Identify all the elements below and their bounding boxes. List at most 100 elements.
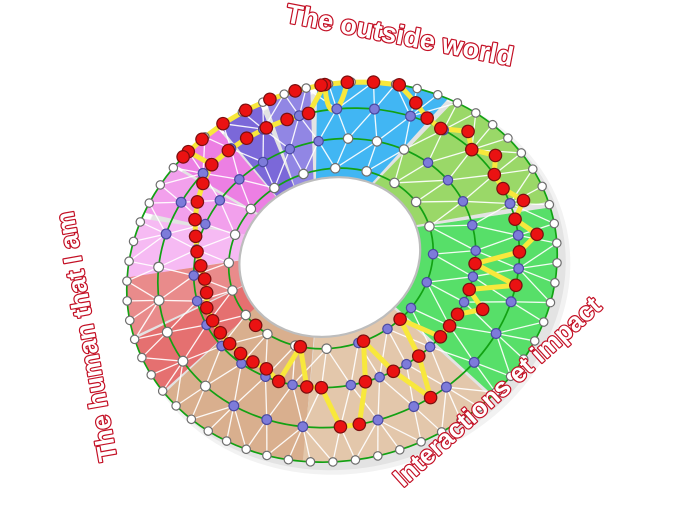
red-node[interactable]	[512, 244, 528, 260]
node-ring3[interactable]	[470, 245, 482, 257]
node-outer[interactable]	[516, 148, 527, 159]
node-outer[interactable]	[552, 258, 563, 269]
red-node[interactable]	[205, 313, 221, 329]
node-ring4[interactable]	[410, 196, 422, 208]
red-node[interactable]	[195, 176, 211, 192]
node-ring2[interactable]	[175, 196, 187, 208]
red-node[interactable]	[507, 211, 523, 227]
node-ring3[interactable]	[424, 341, 436, 353]
node-ring4[interactable]	[240, 309, 252, 321]
red-node[interactable]	[197, 271, 213, 287]
red-node[interactable]	[271, 374, 287, 390]
node-outer[interactable]	[241, 444, 252, 455]
node-ring2[interactable]	[504, 197, 516, 210]
node-ring3[interactable]	[257, 156, 269, 168]
node-outer[interactable]	[416, 437, 427, 448]
node-ring3[interactable]	[287, 379, 299, 391]
node-outer[interactable]	[490, 387, 501, 398]
node-ring2[interactable]	[177, 355, 189, 367]
node-outer[interactable]	[503, 133, 514, 144]
red-node[interactable]	[419, 110, 435, 126]
node-ring4[interactable]	[421, 276, 433, 288]
node-outer[interactable]	[529, 336, 540, 347]
node-outer[interactable]	[146, 370, 157, 381]
red-node[interactable]	[262, 91, 278, 107]
node-ring4[interactable]	[423, 221, 435, 233]
node-outer[interactable]	[470, 108, 481, 119]
red-node[interactable]	[467, 256, 483, 272]
node-ring4[interactable]	[389, 177, 401, 189]
red-node[interactable]	[212, 325, 228, 341]
node-ring4[interactable]	[223, 257, 235, 269]
node-ring2[interactable]	[161, 326, 173, 338]
node-outer[interactable]	[144, 198, 155, 209]
node-outer[interactable]	[171, 401, 182, 412]
node-outer[interactable]	[301, 83, 312, 94]
node-ring4[interactable]	[361, 165, 373, 177]
red-node[interactable]	[299, 379, 315, 395]
node-ring4[interactable]	[229, 229, 241, 241]
node-outer[interactable]	[505, 371, 516, 382]
node-ring3[interactable]	[188, 270, 200, 282]
node-ring3[interactable]	[345, 379, 357, 391]
red-node[interactable]	[187, 212, 203, 228]
node-outer[interactable]	[155, 180, 166, 191]
node-outer[interactable]	[203, 426, 214, 437]
node-outer[interactable]	[456, 415, 467, 426]
node-ring2[interactable]	[199, 380, 211, 392]
node-ring2[interactable]	[331, 103, 343, 115]
node-outer[interactable]	[394, 445, 405, 456]
red-node[interactable]	[333, 419, 349, 435]
node-outer[interactable]	[122, 276, 133, 287]
node-outer[interactable]	[412, 83, 423, 94]
node-outer[interactable]	[128, 236, 139, 247]
red-node[interactable]	[222, 336, 238, 352]
red-node[interactable]	[486, 167, 502, 183]
red-node[interactable]	[433, 121, 449, 137]
red-node[interactable]	[475, 302, 491, 318]
node-ring2[interactable]	[490, 327, 502, 339]
red-node[interactable]	[199, 285, 215, 301]
node-ring2[interactable]	[160, 228, 172, 240]
node-ring3[interactable]	[199, 218, 211, 230]
node-ring3[interactable]	[398, 144, 410, 156]
red-node[interactable]	[248, 318, 264, 334]
node-outer[interactable]	[545, 297, 556, 308]
node-outer[interactable]	[186, 414, 197, 425]
node-outer[interactable]	[552, 238, 563, 249]
node-ring3[interactable]	[467, 271, 479, 283]
node-ring4[interactable]	[261, 328, 273, 340]
red-node[interactable]	[516, 193, 532, 209]
node-outer[interactable]	[544, 199, 555, 210]
node-ring2[interactable]	[368, 103, 380, 115]
node-outer[interactable]	[550, 277, 561, 289]
node-outer[interactable]	[124, 256, 135, 267]
node-outer[interactable]	[474, 402, 485, 413]
node-outer[interactable]	[137, 352, 148, 363]
red-node[interactable]	[461, 282, 477, 298]
red-node[interactable]	[433, 329, 449, 345]
node-outer[interactable]	[283, 454, 294, 465]
red-node[interactable]	[411, 348, 427, 364]
node-outer[interactable]	[518, 354, 529, 365]
node-ring3[interactable]	[457, 195, 469, 207]
red-node[interactable]	[238, 102, 254, 118]
red-node[interactable]	[386, 363, 402, 379]
node-ring3[interactable]	[214, 194, 226, 206]
red-node[interactable]	[189, 244, 205, 260]
node-ring3[interactable]	[313, 135, 325, 147]
red-node[interactable]	[259, 120, 275, 136]
node-outer[interactable]	[538, 317, 549, 328]
red-node[interactable]	[221, 143, 237, 159]
red-node[interactable]	[358, 374, 374, 390]
node-outer[interactable]	[436, 427, 447, 438]
node-outer[interactable]	[328, 457, 339, 468]
node-ring3[interactable]	[284, 143, 296, 155]
node-ring4[interactable]	[298, 168, 310, 180]
red-node[interactable]	[245, 354, 261, 370]
red-node[interactable]	[314, 380, 330, 396]
node-ring3[interactable]	[374, 371, 386, 383]
red-node[interactable]	[301, 106, 317, 122]
node-outer[interactable]	[122, 296, 133, 307]
node-ring2[interactable]	[505, 296, 517, 308]
